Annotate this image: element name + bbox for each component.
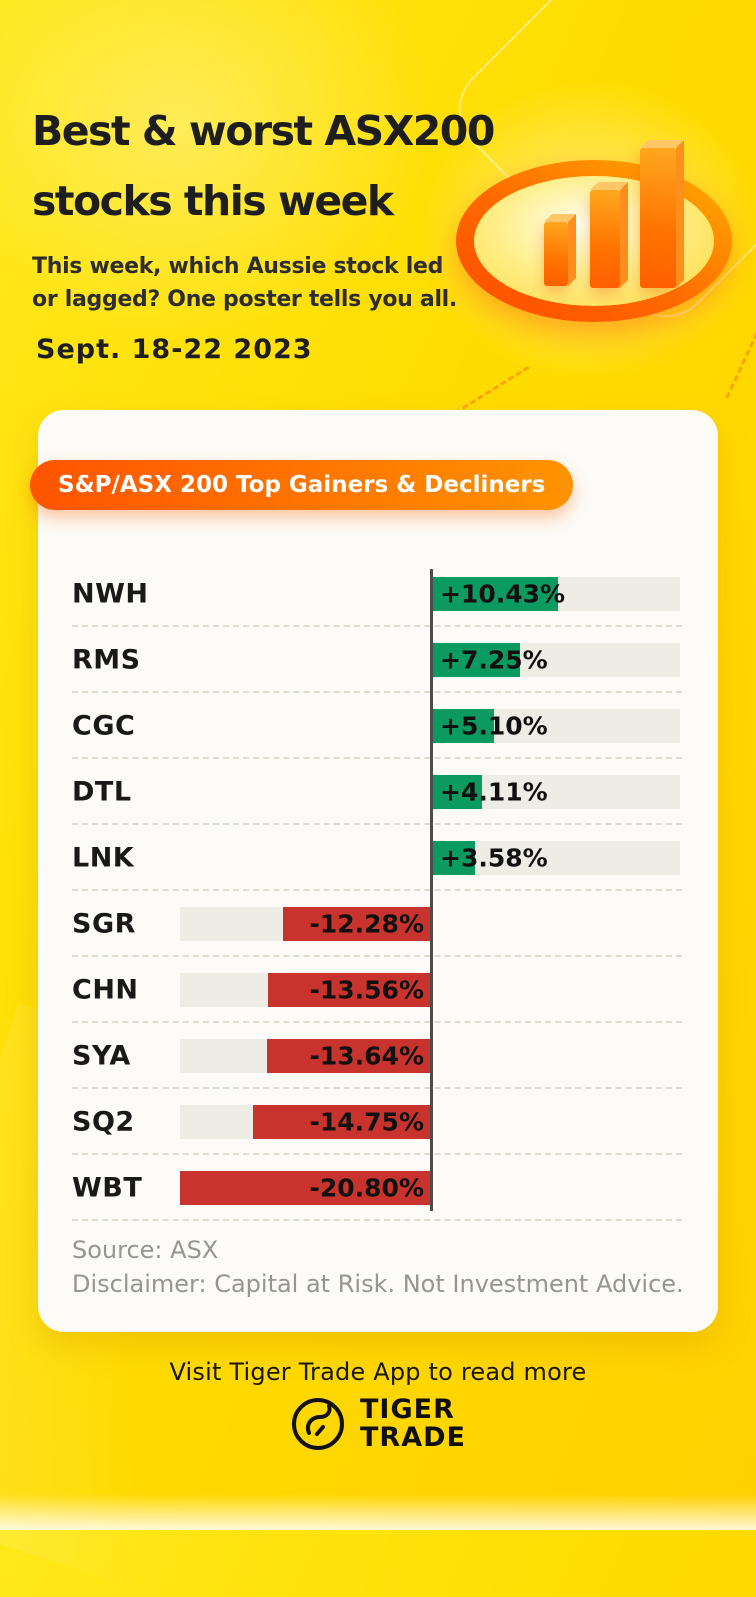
- chart-row: CGC +5.10%: [38, 693, 718, 759]
- headline-line2: stocks this week: [32, 177, 394, 225]
- headline: Best & worst ASX200 stocks this week: [32, 96, 495, 236]
- subtitle-line2: or lagged? One poster tells you all.: [32, 287, 457, 312]
- cta-text: Visit Tiger Trade App to read more: [169, 1358, 587, 1386]
- tiger-trade-logo: TIGER TRADE: [0, 1396, 756, 1452]
- chart-row: NWH +10.43%: [38, 561, 718, 627]
- illustration-bar-tall: [640, 148, 676, 288]
- decline-bar: [267, 1039, 432, 1073]
- chart-row: LNK +3.58%: [38, 825, 718, 891]
- decline-bar: [180, 1171, 432, 1205]
- decline-bar: [268, 973, 432, 1007]
- ticker-label: SGR: [72, 908, 136, 940]
- ticker-label: DTL: [72, 776, 132, 808]
- brand-name: TIGER TRADE: [360, 1396, 466, 1452]
- value-label: +10.43%: [440, 579, 566, 609]
- chart-panel: S&P/ASX 200 Top Gainers & Decliners NWH +…: [30, 410, 718, 1332]
- gainers-decliners-badge: S&P/ASX 200 Top Gainers & Decliners: [30, 460, 574, 510]
- illustration-bar-small: [544, 222, 568, 286]
- gain-bar: [432, 577, 558, 611]
- bar-chart: NWH +10.43% RMS +7.25% CGC +5.10% DTL +4.11% LNK…: [38, 561, 718, 1221]
- ticker-label: LNK: [72, 842, 135, 874]
- gain-bar: [432, 775, 482, 809]
- brand-line2: TRADE: [360, 1422, 466, 1453]
- source-text: Source: ASX: [72, 1236, 219, 1264]
- gain-bar: [432, 709, 494, 743]
- value-label: +7.25%: [440, 645, 548, 675]
- gain-bar: [432, 841, 475, 875]
- bottom-fade: [0, 1494, 756, 1530]
- value-label: +4.11%: [440, 777, 548, 807]
- ticker-label: NWH: [72, 578, 149, 610]
- disclaimer-text: Disclaimer: Capital at Risk. Not Investm…: [72, 1270, 684, 1298]
- decline-bar: [253, 1105, 432, 1139]
- gain-bar: [432, 643, 520, 677]
- subtitle-line1: This week, which Aussie stock led: [32, 254, 444, 279]
- value-label: -20.80%: [309, 1173, 424, 1203]
- ticker-label: SYA: [72, 1040, 131, 1072]
- chart-zero-axis: [430, 569, 433, 1211]
- chart-row: CHN -13.56%: [38, 957, 718, 1023]
- value-label: -14.75%: [309, 1107, 424, 1137]
- value-label: -13.56%: [309, 975, 424, 1005]
- ticker-label: CGC: [72, 710, 136, 742]
- chart-row: SYA -13.64%: [38, 1023, 718, 1089]
- brand-line1: TIGER: [360, 1394, 455, 1425]
- illustration-bar-medium: [590, 190, 620, 288]
- ticker-label: CHN: [72, 974, 139, 1006]
- chart-rows: NWH +10.43% RMS +7.25% CGC +5.10% DTL +4.11% LNK…: [38, 561, 718, 1221]
- ticker-label: SQ2: [72, 1106, 135, 1138]
- chart-row: SGR -12.28%: [38, 891, 718, 957]
- value-label: +3.58%: [440, 843, 548, 873]
- chart-row: SQ2 -14.75%: [38, 1089, 718, 1155]
- value-label: +5.10%: [440, 711, 548, 741]
- subtitle: This week, which Aussie stock led or lag…: [32, 250, 457, 316]
- headline-line1: Best & worst ASX200: [32, 107, 495, 155]
- coin-chart-illustration: [448, 118, 744, 338]
- ticker-label: WBT: [72, 1172, 143, 1204]
- ticker-label: RMS: [72, 644, 141, 676]
- decline-bar: [283, 907, 432, 941]
- chart-row: WBT -20.80%: [38, 1155, 718, 1221]
- chart-row: DTL +4.11%: [38, 759, 718, 825]
- value-label: -13.64%: [309, 1041, 424, 1071]
- value-label: -12.28%: [309, 909, 424, 939]
- date-range: Sept. 18-22 2023: [36, 334, 313, 365]
- tiger-logo-icon: [292, 1398, 345, 1450]
- chart-row: RMS +7.25%: [38, 627, 718, 693]
